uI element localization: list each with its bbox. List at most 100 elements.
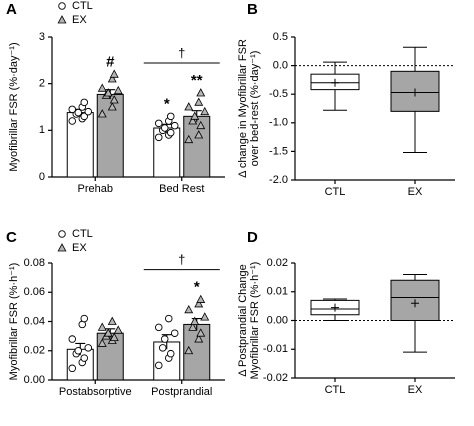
significance-label: # xyxy=(106,53,115,70)
data-point xyxy=(166,128,175,137)
x-tick-label: CTL xyxy=(325,384,346,396)
data-point xyxy=(184,134,194,144)
data-point xyxy=(158,344,167,352)
y-tick-label: 1 xyxy=(39,124,45,136)
legend-marker xyxy=(58,2,66,10)
significance-label: * xyxy=(194,279,200,296)
data-point xyxy=(80,314,88,323)
panel-label: C xyxy=(6,229,17,246)
data-point xyxy=(194,299,204,308)
data-point xyxy=(200,312,210,321)
y-tick-label: 0.01 xyxy=(267,286,288,298)
data-point xyxy=(107,102,117,111)
data-point xyxy=(194,97,204,106)
x-tick-label: Bed Rest xyxy=(159,183,204,195)
mean-marker xyxy=(411,88,419,97)
data-point xyxy=(103,88,113,97)
y-tick-label: 0 xyxy=(39,171,45,183)
data-point xyxy=(84,107,92,116)
data-point xyxy=(84,344,92,352)
y-tick-label: -1.0 xyxy=(269,117,288,129)
data-point xyxy=(68,105,76,114)
data-point xyxy=(74,108,82,117)
data-point xyxy=(190,111,200,120)
legend-label: EX xyxy=(72,14,87,26)
data-point xyxy=(184,345,194,355)
bar xyxy=(183,115,211,178)
y-tick-label: 0.0 xyxy=(273,60,288,72)
x-tick-label: Postprandial xyxy=(151,386,212,398)
data-point xyxy=(154,119,163,128)
y-axis-label: Δ change in Myofibrillar FSR xyxy=(237,39,249,178)
y-tick-label: 0.02 xyxy=(24,345,45,357)
y-tick-label: 0.04 xyxy=(24,315,45,327)
y-tick-label: 3 xyxy=(39,31,45,43)
data-point xyxy=(196,328,206,337)
mean-marker xyxy=(331,303,339,312)
data-point xyxy=(190,316,200,325)
y-axis-label: Δ Postprandial Change xyxy=(237,264,249,377)
data-point xyxy=(170,329,179,337)
data-point xyxy=(109,95,119,104)
y-axis-label: Myofibrillar FSR (%·h⁻¹) xyxy=(8,263,20,381)
data-point xyxy=(74,347,82,355)
data-point xyxy=(200,106,210,116)
data-point xyxy=(113,325,123,334)
data-point xyxy=(68,335,76,343)
data-point xyxy=(196,294,206,303)
data-point xyxy=(166,349,175,358)
data-point xyxy=(80,98,88,107)
data-point xyxy=(107,316,117,325)
y-tick-label: 0.00 xyxy=(24,374,45,386)
data-point xyxy=(166,112,175,121)
data-point xyxy=(109,332,119,341)
data-point xyxy=(154,323,163,332)
data-point xyxy=(113,85,123,95)
data-point xyxy=(184,102,194,111)
x-tick-label: EX xyxy=(408,186,423,198)
data-point xyxy=(109,69,119,78)
data-point xyxy=(196,120,206,130)
data-point xyxy=(184,304,194,314)
data-point xyxy=(196,88,206,97)
y-tick-label: -0.02 xyxy=(263,372,288,384)
y-tick-label: 0.02 xyxy=(267,257,288,269)
bracket-label: † xyxy=(178,252,185,267)
y-axis-label: Myofibrillar FSR (%·h⁻¹) xyxy=(249,262,261,380)
data-point xyxy=(80,112,88,121)
data-point xyxy=(194,130,204,139)
data-point xyxy=(154,133,163,142)
y-tick-label: -1.5 xyxy=(269,145,288,157)
y-tick-label: 2 xyxy=(39,78,45,90)
mean-marker xyxy=(331,78,339,87)
panel-label: B xyxy=(247,1,258,18)
y-tick-label: -0.01 xyxy=(263,343,288,355)
data-point xyxy=(68,117,76,125)
data-point xyxy=(194,334,204,343)
y-tick-label: 0.08 xyxy=(24,257,45,269)
y-tick-label: 0.06 xyxy=(24,286,45,298)
x-tick-label: Prehab xyxy=(78,183,113,195)
significance-label: * xyxy=(164,95,170,112)
legend-marker xyxy=(57,243,67,252)
data-point xyxy=(154,361,163,370)
panel-label: D xyxy=(247,229,258,246)
data-point xyxy=(97,338,107,347)
significance-label: ** xyxy=(191,72,203,89)
data-point xyxy=(188,322,198,331)
data-point xyxy=(68,364,76,373)
data-point xyxy=(103,328,113,337)
y-tick-label: 0.5 xyxy=(273,31,288,43)
legend-label: CTL xyxy=(72,228,93,240)
data-point xyxy=(97,322,107,331)
mean-marker xyxy=(411,299,419,308)
data-point xyxy=(107,74,117,83)
x-tick-label: EX xyxy=(408,384,423,396)
y-axis-label: over bed-rest (%·day⁻¹) xyxy=(249,51,261,167)
data-point xyxy=(97,83,107,92)
data-point xyxy=(188,116,198,125)
panel-label: A xyxy=(6,1,17,18)
x-tick-label: Postabsorptive xyxy=(59,386,132,398)
data-point xyxy=(164,314,173,323)
